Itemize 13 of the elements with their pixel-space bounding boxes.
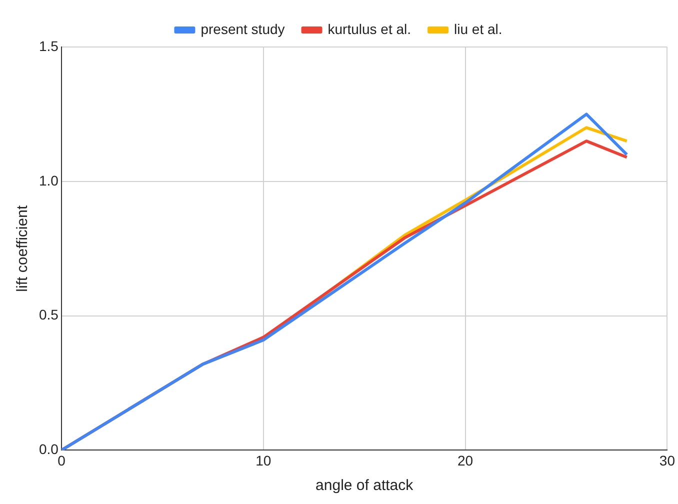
x-tick-label: 10: [256, 452, 272, 468]
x-tick-label: 30: [659, 452, 676, 468]
y-tick-label: 0.0: [38, 441, 59, 458]
legend-label: liu et al.: [454, 20, 502, 37]
x-tick-label: 20: [458, 452, 474, 468]
legend-label: present study: [200, 20, 285, 37]
x-axis-title: angle of attack: [316, 477, 414, 494]
y-tick-label: 1.0: [38, 172, 59, 188]
legend-label: kurtulus et al.: [328, 20, 412, 37]
y-tick-label: 1.5: [38, 38, 59, 54]
y-tick-label: 0.5: [38, 306, 59, 323]
y-axis-title: lift coefficient: [14, 204, 32, 292]
x-tick-label: 0: [58, 452, 66, 468]
